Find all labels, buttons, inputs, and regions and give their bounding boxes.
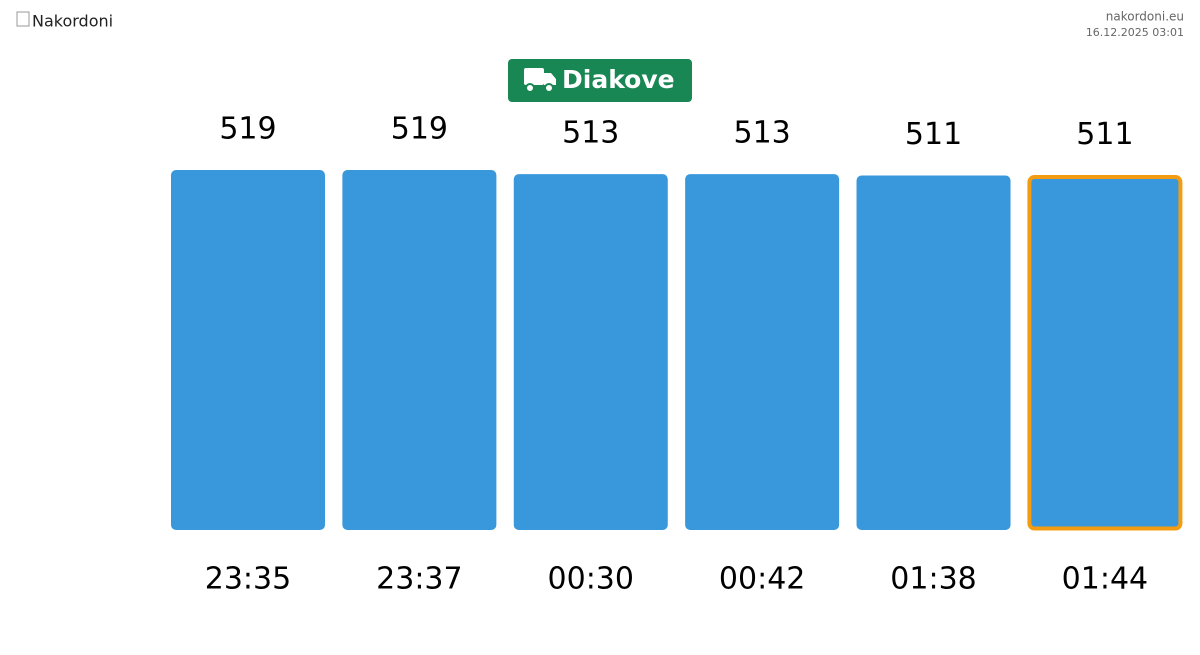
value-label: 511 bbox=[905, 117, 962, 152]
x-tick-label: 23:37 bbox=[376, 562, 462, 597]
value-label: 513 bbox=[562, 116, 619, 151]
x-tick-label: 01:44 bbox=[1062, 562, 1148, 597]
bar bbox=[685, 174, 840, 530]
value-label: 511 bbox=[1076, 117, 1133, 152]
broken-image-icon bbox=[16, 11, 30, 27]
bar bbox=[513, 174, 668, 530]
value-label: 513 bbox=[734, 116, 791, 151]
timestamp: 16.12.2025 03:01 bbox=[1086, 26, 1184, 39]
x-tick-label: 00:42 bbox=[719, 562, 805, 597]
bar bbox=[1027, 175, 1183, 531]
bar bbox=[856, 175, 1011, 530]
bar bbox=[170, 170, 325, 530]
x-tick-label: 23:35 bbox=[205, 562, 291, 597]
badge-bg bbox=[508, 59, 692, 102]
value-label: 519 bbox=[391, 112, 448, 147]
x-tick-label: 00:30 bbox=[548, 562, 634, 597]
chart-title: Diakove bbox=[562, 65, 675, 94]
truck-icon bbox=[524, 68, 556, 93]
x-tick-label: 01:38 bbox=[890, 562, 976, 597]
title-badge: Diakove bbox=[508, 59, 692, 102]
bar bbox=[342, 170, 497, 530]
value-label: 519 bbox=[219, 112, 276, 147]
logo-alt[interactable]: Nakordoni bbox=[32, 12, 113, 31]
site-name: nakordoni.eu bbox=[1106, 10, 1184, 24]
